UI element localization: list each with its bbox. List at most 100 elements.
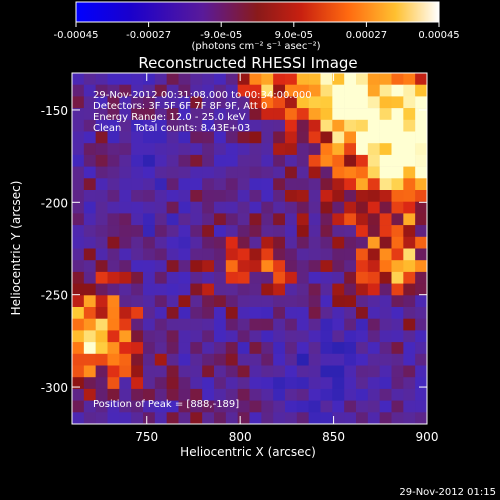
heatmap-cell xyxy=(154,119,167,132)
heatmap-cell xyxy=(391,377,404,390)
heatmap-cell xyxy=(178,108,191,121)
heatmap-cell xyxy=(95,190,108,202)
heatmap-cell xyxy=(391,412,404,425)
heatmap-cell xyxy=(131,271,144,284)
heatmap-cell xyxy=(367,283,380,296)
y-tick-label: -300 xyxy=(41,381,68,395)
heatmap-cell xyxy=(296,260,309,273)
heatmap-cell xyxy=(344,318,357,331)
heatmap-cell xyxy=(178,283,191,296)
heatmap-cell xyxy=(143,295,156,308)
heatmap-cell xyxy=(154,73,167,85)
heatmap-cell xyxy=(320,236,333,249)
heatmap-cell xyxy=(178,201,191,214)
heatmap-cell xyxy=(391,330,404,343)
heatmap-cell xyxy=(415,295,428,308)
heatmap-cell xyxy=(273,108,286,121)
heatmap-cell xyxy=(214,377,227,390)
heatmap-cell xyxy=(344,412,357,425)
heatmap-cell xyxy=(356,201,369,214)
heatmap-cell xyxy=(143,108,156,121)
heatmap-cell xyxy=(367,342,380,355)
heatmap-cell xyxy=(285,353,298,366)
heatmap-cell xyxy=(202,178,215,191)
heatmap-cell xyxy=(225,295,238,308)
heatmap-cell xyxy=(131,342,144,355)
heatmap-cell xyxy=(308,119,321,132)
heatmap-cell xyxy=(214,190,227,202)
heatmap-cell xyxy=(107,353,120,366)
heatmap-cell xyxy=(296,248,309,261)
heatmap-cell xyxy=(178,388,191,401)
heatmap-cell xyxy=(403,73,416,85)
heatmap-cell xyxy=(367,201,380,214)
heatmap-cell xyxy=(308,248,321,261)
heatmap-cell xyxy=(154,412,167,425)
heatmap-cell xyxy=(296,271,309,284)
heatmap-cell xyxy=(273,119,286,132)
heatmap-cell xyxy=(273,342,286,355)
heatmap-cell xyxy=(367,84,380,97)
heatmap-cell xyxy=(391,400,404,413)
heatmap-cell xyxy=(83,154,96,167)
heatmap-cell xyxy=(119,283,132,296)
heatmap-cell xyxy=(296,412,309,425)
heatmap-cell xyxy=(367,213,380,226)
heatmap-cell xyxy=(285,213,298,226)
heatmap-cell xyxy=(119,353,132,366)
heatmap-cell xyxy=(308,178,321,191)
heatmap-cell xyxy=(225,131,238,144)
heatmap-cell xyxy=(379,119,392,132)
heatmap-cell xyxy=(391,131,404,144)
heatmap-cell xyxy=(403,353,416,366)
heatmap-cell xyxy=(296,388,309,401)
heatmap-cell xyxy=(166,330,179,343)
heatmap-cell xyxy=(72,283,85,296)
heatmap-cell xyxy=(285,342,298,355)
heatmap-cell xyxy=(261,201,274,214)
heatmap-cell xyxy=(83,412,96,425)
x-axis-label: Heliocentric X (arcsec) xyxy=(180,445,316,459)
heatmap-cell xyxy=(403,388,416,401)
heatmap-cell xyxy=(107,318,120,331)
heatmap-cell xyxy=(237,318,250,331)
heatmap-cell xyxy=(332,225,345,238)
heatmap-cell xyxy=(332,377,345,390)
heatmap-cell xyxy=(72,342,85,355)
heatmap-cell xyxy=(178,166,191,179)
heatmap-cell xyxy=(320,225,333,238)
heatmap-cell xyxy=(72,400,85,413)
y-tick-label: -150 xyxy=(41,104,68,118)
heatmap-cell xyxy=(178,84,191,97)
heatmap-cell xyxy=(249,330,262,343)
heatmap-cell xyxy=(202,131,215,144)
heatmap-cell xyxy=(249,119,262,132)
heatmap-cell xyxy=(154,84,167,97)
heatmap-cell xyxy=(202,342,215,355)
heatmap-cell xyxy=(356,154,369,167)
heatmap-cell xyxy=(320,73,333,85)
heatmap-cell xyxy=(403,178,416,191)
heatmap-cell xyxy=(107,388,120,401)
heatmap-cell xyxy=(415,400,428,413)
heatmap-cell xyxy=(190,412,203,425)
heatmap-cell xyxy=(273,131,286,144)
heatmap-cell xyxy=(261,377,274,390)
heatmap-cell xyxy=(166,377,179,390)
heatmap-cell xyxy=(143,213,156,226)
heatmap-cell xyxy=(190,96,203,109)
heatmap-cell xyxy=(202,400,215,413)
heatmap-cell xyxy=(261,190,274,202)
heatmap-cell xyxy=(143,318,156,331)
heatmap-cell xyxy=(107,178,120,191)
heatmap-cell xyxy=(214,84,227,97)
heatmap-cell xyxy=(391,119,404,132)
heatmap-cell xyxy=(273,260,286,273)
heatmap-cell xyxy=(131,388,144,401)
heatmap-cell xyxy=(320,213,333,226)
plot-frame xyxy=(71,72,428,425)
heatmap-cell xyxy=(320,190,333,202)
heatmap-cell xyxy=(72,73,85,85)
heatmap-cell xyxy=(95,131,108,144)
heatmap-cell xyxy=(143,342,156,355)
